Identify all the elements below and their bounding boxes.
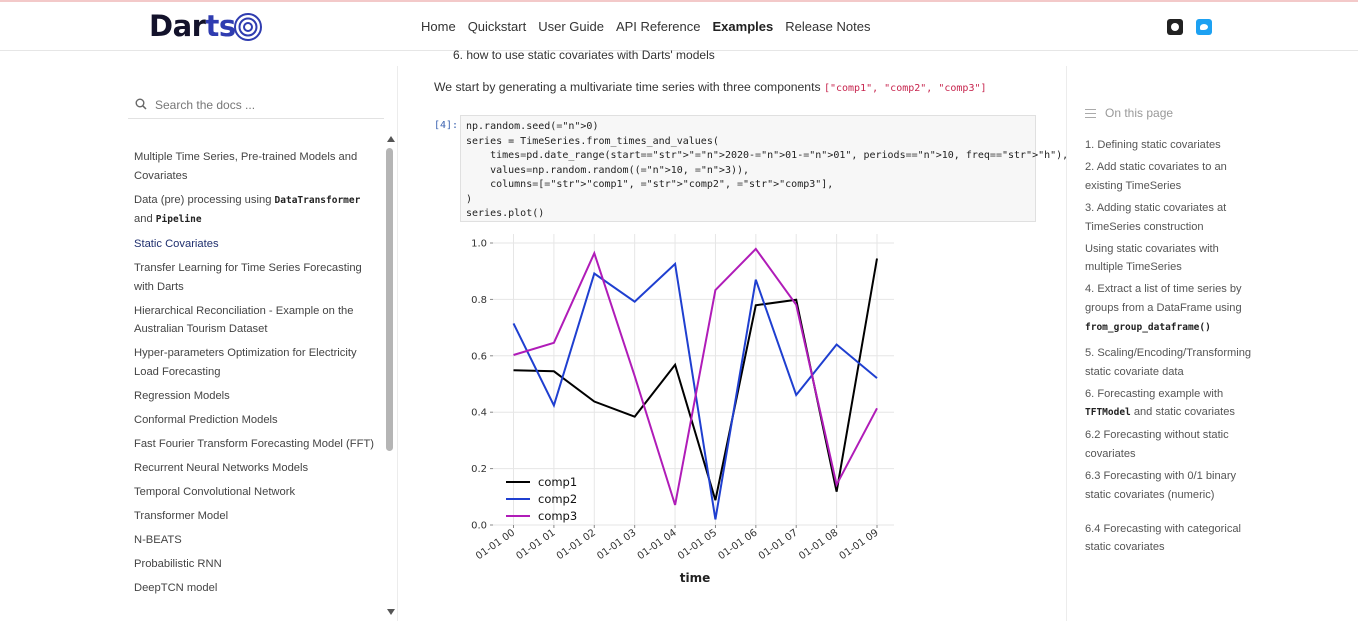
toc-divider — [1066, 66, 1067, 621]
y-tick-label: 0.8 — [471, 295, 487, 306]
inline-code: ["comp1", "comp2", "comp3"] — [823, 83, 987, 94]
sidebar-item[interactable]: Static Covariates — [134, 238, 219, 250]
search-box — [128, 93, 384, 119]
sidebar-item[interactable]: Regression Models — [134, 389, 230, 402]
y-tick-label: 1.0 — [471, 239, 487, 250]
nav-home[interactable]: Home — [421, 19, 456, 34]
y-tick-label: 0.4 — [471, 408, 487, 419]
y-tick-label: 0.6 — [471, 351, 487, 362]
x-tick-label: 01-01 02 — [555, 527, 598, 562]
x-tick-label: 01-01 06 — [716, 527, 759, 562]
list-item-6: 6. how to use static covariates with Dar… — [453, 48, 715, 62]
toc-item[interactable]: 4. Extract a list of time series by grou… — [1085, 283, 1242, 333]
twitter-icon[interactable] — [1196, 19, 1212, 35]
legend-label-comp3: comp3 — [538, 509, 577, 523]
sidebar-item[interactable]: DeepTCN model — [134, 581, 218, 594]
logo-target-icon — [234, 13, 262, 41]
toc-item[interactable]: 2. Add static covariates to an existing … — [1085, 160, 1227, 192]
sidebar-scrollbar-thumb[interactable] — [386, 148, 393, 451]
code-block: np.random.seed(="n">0) series = TimeSeri… — [466, 121, 1069, 219]
toc-item[interactable]: 3. Adding static covariates at TimeSerie… — [1085, 201, 1227, 233]
series-line-comp2 — [512, 261, 878, 520]
search-icon — [135, 98, 147, 110]
toc-item[interactable]: 6.2 Forecasting without static covariate… — [1085, 429, 1229, 461]
toc-item[interactable]: 6.4 Forecasting with categorical static … — [1085, 522, 1242, 554]
sidebar-nav: Multiple Time Series, Pre-trained Models… — [134, 148, 374, 603]
series-line-comp1 — [513, 258, 878, 501]
list-icon — [1085, 109, 1096, 118]
nav-examples[interactable]: Examples — [712, 19, 774, 34]
intro-paragraph: We start by generating a multivariate ti… — [434, 80, 987, 94]
sidebar-item[interactable]: Recurrent Neural Networks Models — [134, 461, 309, 474]
inline-code: from_group_dataframe() — [1085, 321, 1211, 333]
x-tick-label: 01-01 05 — [676, 527, 719, 562]
x-tick-label: 01-01 00 — [474, 527, 517, 562]
toc-item[interactable]: 6.3 Forecasting with 0/1 binary static c… — [1085, 470, 1237, 501]
x-tick-label: 01-01 01 — [514, 527, 557, 562]
sidebar-item[interactable]: Hierarchical Reconciliation - Example on… — [134, 304, 354, 336]
sidebar-item[interactable]: N-BEATS — [134, 533, 182, 546]
sidebar-item[interactable]: Transfer Learning for Time Series Foreca… — [134, 262, 362, 293]
x-tick-label: 01-01 08 — [797, 527, 840, 562]
inline-code: DataTransformer — [274, 194, 361, 206]
inline-code: TFTModel — [1085, 407, 1131, 419]
sidebar-item[interactable]: Fast Fourier Transform Forecasting Model… — [134, 437, 374, 450]
x-tick-label: 01-01 04 — [636, 527, 679, 562]
nav-api-reference[interactable]: API Reference — [615, 19, 701, 34]
sidebar-item[interactable]: Hyper-parameters Optimization for Electr… — [134, 347, 357, 378]
search-input[interactable] — [155, 95, 375, 115]
sidebar-item[interactable]: Temporal Convolutional Network — [134, 485, 296, 498]
top-navbar: Darts Home Quickstart User Guide API Refere… — [0, 2, 1358, 51]
nav-release-notes[interactable]: Release Notes — [785, 19, 871, 34]
x-tick-label: 01-01 07 — [757, 527, 800, 562]
y-tick-label: 0.2 — [471, 464, 487, 475]
sidebar-item[interactable]: Probabilistic RNN — [134, 557, 222, 570]
toc-item[interactable]: Using static covariates with multiple Ti… — [1085, 242, 1219, 274]
toc-header: On this page — [1085, 106, 1173, 120]
toc-item[interactable]: 1. Defining static covariates — [1085, 139, 1221, 151]
cell-prompt: [4]: — [434, 120, 459, 131]
main-nav: Home Quickstart User Guide API Reference Exa… — [421, 18, 882, 36]
sidebar-item[interactable]: Data (pre) processing using DataTransfor… — [134, 193, 361, 226]
x-axis-label: time — [680, 571, 711, 585]
scroll-down-arrow[interactable] — [387, 609, 395, 615]
toc-list: 1. Defining static covariates 2. Add stat… — [1085, 136, 1255, 560]
sidebar-item[interactable]: Conformal Prediction Models — [134, 413, 278, 426]
inline-code: Pipeline — [155, 214, 202, 225]
y-tick-label: 0.0 — [471, 521, 487, 532]
nav-user-guide[interactable]: User Guide — [538, 19, 604, 34]
code-cell[interactable]: np.random.seed(="n">0) series = TimeSeri… — [460, 115, 1068, 222]
darts-logo[interactable]: Darts — [149, 9, 236, 43]
sidebar-item[interactable]: Multiple Time Series, Pre-trained Models… — [134, 151, 358, 182]
sidebar-divider — [397, 66, 398, 621]
toc-item[interactable]: 5. Scaling/Encoding/Transforming static … — [1085, 346, 1252, 378]
legend-label-comp1: comp1 — [538, 475, 577, 489]
x-tick-label: 01-01 09 — [838, 527, 881, 562]
nav-quickstart[interactable]: Quickstart — [467, 19, 527, 34]
legend-label-comp2: comp2 — [538, 492, 577, 506]
github-icon[interactable] — [1167, 19, 1183, 35]
x-tick-label: 01-01 03 — [595, 527, 638, 562]
scroll-up-arrow[interactable] — [387, 136, 395, 142]
series-line-comp3 — [513, 247, 878, 506]
toc-item[interactable]: 6. Forecasting example with TFTModel and… — [1085, 387, 1235, 419]
top-accent-line — [0, 0, 1358, 2]
sidebar-item[interactable]: Transformer Model — [134, 509, 229, 522]
